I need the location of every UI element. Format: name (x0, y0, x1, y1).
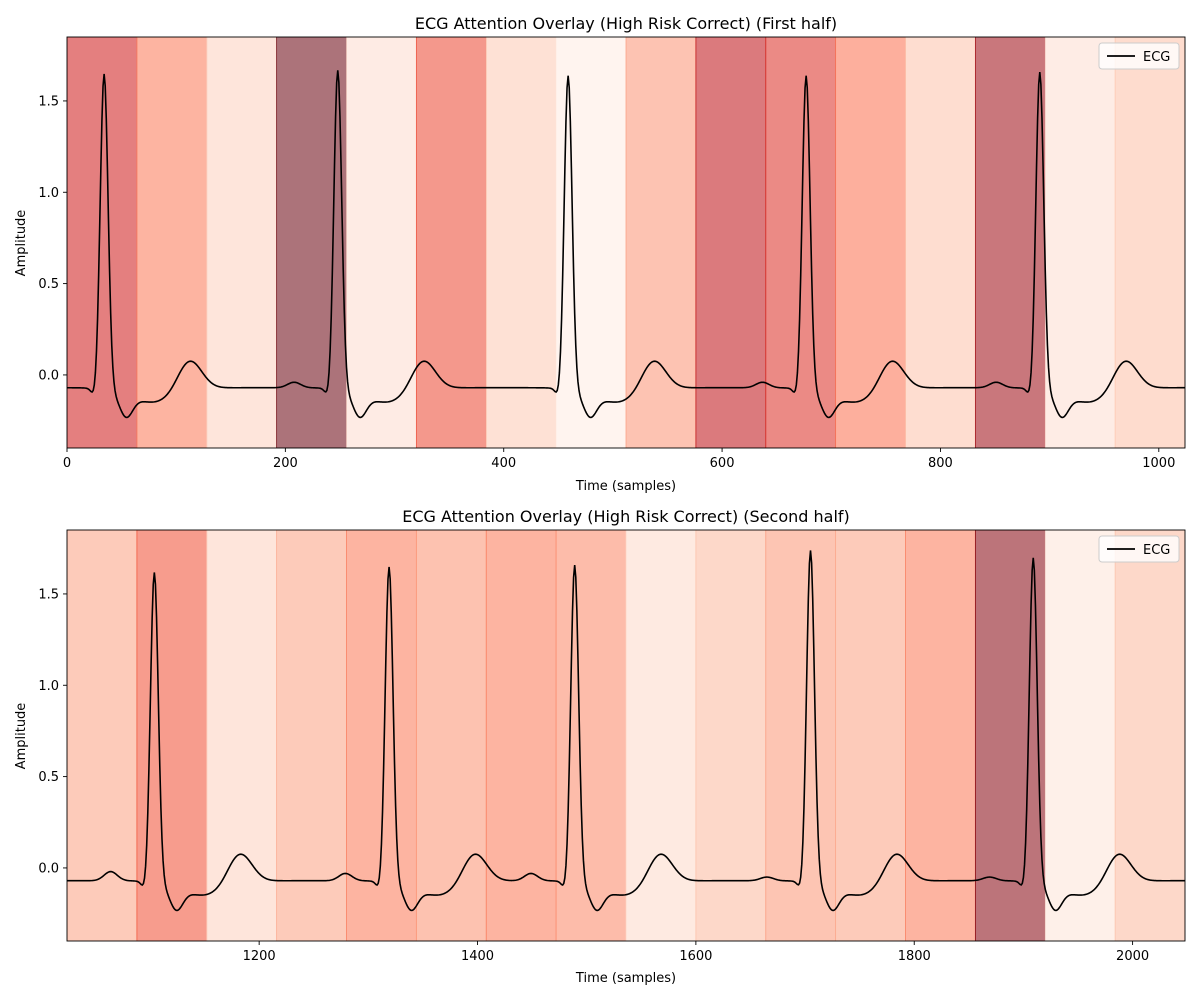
attention-band (555, 530, 627, 941)
y-tick-label: 1.5 (38, 94, 59, 109)
legend-box (1098, 535, 1180, 563)
legend: ECG (1098, 42, 1180, 70)
attention-band (346, 37, 417, 448)
attention-band (136, 37, 208, 448)
legend-box (1098, 42, 1180, 70)
first-half-panel: ECG Attention Overlay (High Risk Correct… (14, 14, 1186, 494)
second-half-panel: ECG Attention Overlay (High Risk Correct… (14, 507, 1186, 986)
x-tick-label: 400 (491, 456, 516, 471)
attention-band (485, 530, 557, 941)
attention-band (276, 530, 347, 941)
attention-band (625, 530, 697, 941)
attention-band (555, 37, 627, 448)
attention-band (905, 37, 976, 448)
plot-frame (66, 529, 1186, 942)
y-axis-label: Amplitude (14, 210, 29, 277)
x-tick-label: 2000 (1116, 949, 1149, 964)
attention-band (415, 530, 487, 941)
attention-bands (67, 530, 1185, 941)
x-tick-label: 1600 (679, 949, 712, 964)
y-axis-label: Amplitude (14, 703, 29, 770)
attention-band (974, 37, 1046, 448)
attention-band (67, 530, 138, 941)
x-tick-label: 200 (273, 456, 298, 471)
x-tick-label: 600 (710, 456, 735, 471)
attention-band (206, 37, 278, 448)
attention-band (1044, 37, 1116, 448)
attention-band (136, 530, 208, 941)
y-tick-label: 0.5 (38, 770, 59, 785)
x-tick-label: 0 (63, 456, 71, 471)
attention-band (1044, 530, 1116, 941)
ecg-line (67, 70, 1185, 419)
x-axis-label: Time (samples) (575, 971, 676, 986)
attention-band (835, 530, 906, 941)
attention-band (974, 530, 1046, 941)
attention-band (346, 530, 417, 941)
legend-label: ECG (1143, 543, 1170, 558)
attention-band (835, 37, 906, 448)
y-tick-label: 1.5 (38, 587, 59, 602)
x-tick-label: 1400 (461, 949, 494, 964)
x-tick-label: 1200 (243, 949, 276, 964)
y-tick-label: 0.0 (38, 861, 59, 876)
attention-band (276, 37, 347, 448)
y-tick-label: 1.0 (38, 679, 59, 694)
attention-band (905, 530, 976, 941)
attention-band (695, 37, 767, 448)
attention-band (1114, 530, 1185, 941)
x-axis-label: Time (samples) (575, 479, 676, 494)
ecg-line (67, 550, 1185, 912)
y-tick-label: 0.5 (38, 277, 59, 292)
attention-bands (67, 37, 1185, 448)
legend-label: ECG (1143, 50, 1170, 65)
attention-band (415, 37, 487, 448)
x-tick-label: 1000 (1142, 456, 1175, 471)
attention-band (695, 530, 767, 941)
y-tick-label: 1.0 (38, 186, 59, 201)
x-tick-label: 800 (928, 456, 953, 471)
chart-title: ECG Attention Overlay (High Risk Correct… (415, 14, 837, 33)
legend: ECG (1098, 535, 1180, 563)
attention-band (485, 37, 557, 448)
plot-frame (66, 36, 1186, 449)
x-tick-label: 1800 (898, 949, 931, 964)
y-tick-label: 0.0 (38, 368, 59, 383)
chart-title: ECG Attention Overlay (High Risk Correct… (402, 507, 850, 526)
attention-band (1114, 37, 1185, 448)
